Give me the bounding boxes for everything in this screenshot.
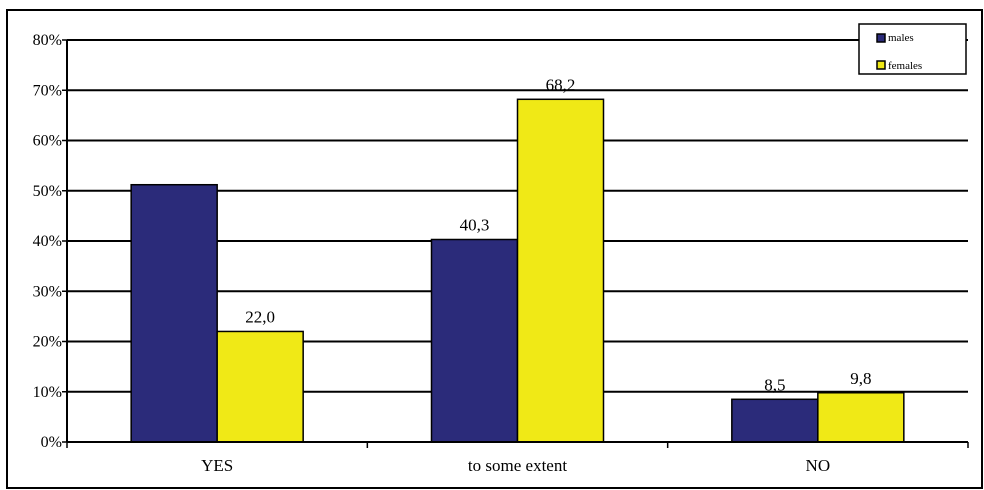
legend: males females [858,23,967,75]
data-label: 8,5 [764,375,785,394]
legend-swatch-females [876,60,886,70]
y-tick-label: 10% [33,384,62,401]
y-tick-label: 40% [33,233,62,250]
y-tick-label: 70% [33,82,62,99]
y-tick-label: 80% [33,32,62,49]
data-label: 22,0 [245,307,275,326]
bar-females [817,392,905,443]
y-tick-label: 20% [33,334,62,351]
legend-swatch-males [876,33,886,43]
bar-females [516,98,605,443]
bar-males [130,183,218,443]
y-tick-label: 0% [41,434,62,451]
x-tick-label: NO [806,456,831,475]
bar-females [216,330,304,443]
legend-label-females: females [888,60,922,72]
x-tick-label: YES [201,456,233,475]
bar-males [731,398,819,443]
axes [62,39,969,448]
data-label: 40,3 [460,215,490,234]
y-tick-label: 60% [33,133,62,150]
data-label: 68,2 [546,75,576,94]
bars [130,98,905,443]
y-tick-label: 30% [33,283,62,300]
bar-males [430,238,519,443]
y-tick-label: 50% [33,183,62,200]
labels: 0% 10% 20% 30% 40% 50% 60% 70% 80% 22,0 YES 40,3 68,… [33,32,872,475]
data-label: 9,8 [850,369,871,388]
legend-label-males: males [888,32,914,44]
x-tick-label: to some extent [468,456,567,475]
